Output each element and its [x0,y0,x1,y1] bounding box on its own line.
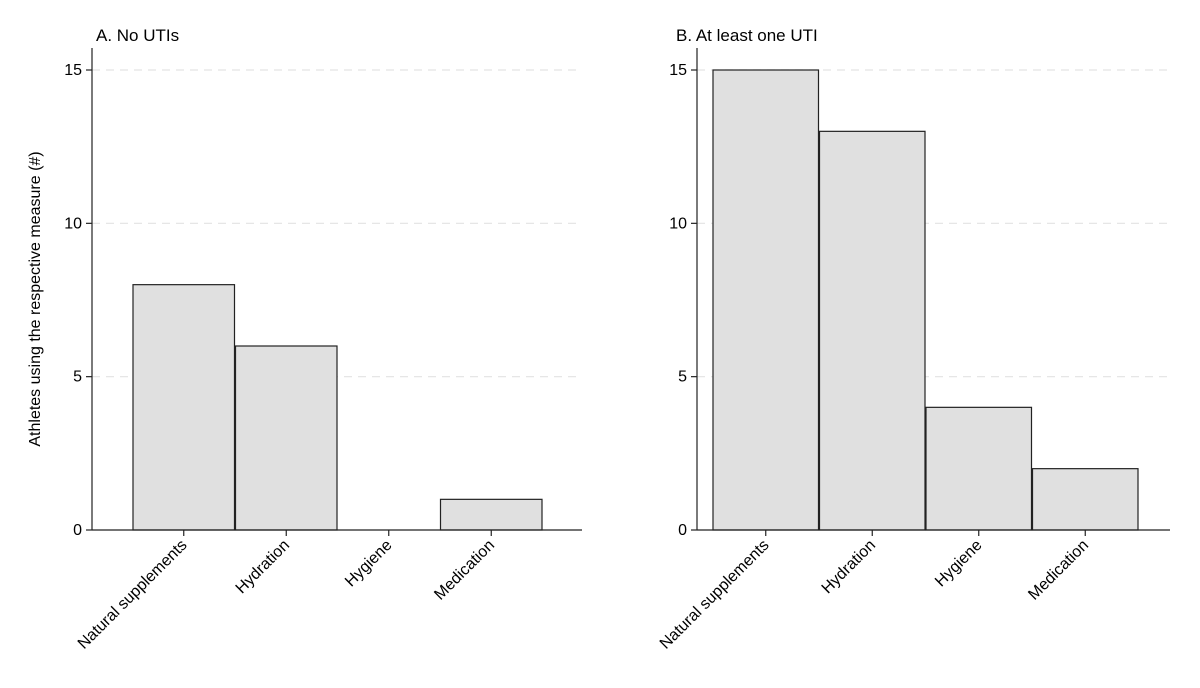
bar-medication [439,498,543,531]
chart-title: A. No UTIs [96,26,179,45]
bar-hydration [818,130,926,531]
bar-natural-supplements [132,284,236,531]
x-tick-label: Medication [431,537,498,604]
bar-hygiene [925,406,1033,531]
y-axis-label: Athletes using the respective measure (#… [27,151,44,446]
x-tick-label: Medication [1025,537,1092,604]
x-tick-label: Hygiene [342,537,396,591]
y-tick-label: 0 [73,522,82,539]
x-tick-label: Natural supplements [75,537,191,653]
chart-panel-b: B. At least one UTI 0 5 10 15 Natural supple… [657,26,1170,653]
y-tick-label: 5 [678,369,687,386]
x-tick-label: Natural supplements [657,537,773,653]
x-tick-label: Hydration [233,537,293,597]
y-tick-label: 10 [669,215,687,232]
y-tick-label: 0 [678,522,687,539]
x-tick-label: Hygiene [932,537,986,591]
bar-natural-supplements [712,69,820,531]
x-tick-label: Hydration [819,537,879,597]
chart-panel-a: A. No UTIs 0 5 10 15 Natural supplements Hydr… [64,26,582,653]
y-tick-label: 5 [73,369,82,386]
bar-hydration [234,345,338,531]
bar-medication [1031,468,1139,531]
y-tick-label: 15 [64,62,82,79]
y-tick-label: 15 [669,62,687,79]
y-tick-label: 10 [64,215,82,232]
chart-title: B. At least one UTI [676,26,818,45]
